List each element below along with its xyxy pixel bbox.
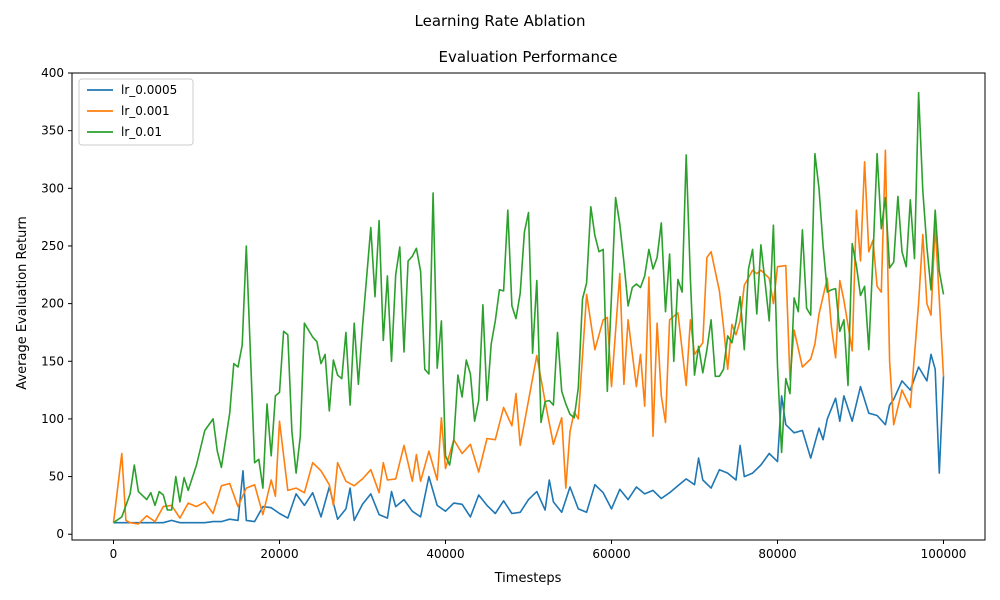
y-tick-label: 150 <box>41 354 64 368</box>
y-tick-label: 200 <box>41 297 64 311</box>
legend-label: lr_0.01 <box>121 125 162 139</box>
y-axis-label: Average Evaluation Return <box>15 216 30 389</box>
series-layer <box>112 91 945 525</box>
series-line-lr_0.01 <box>113 91 945 524</box>
axes-frame <box>71 72 986 541</box>
y-tick-label: 400 <box>41 66 64 80</box>
x-tick-label: 40000 <box>426 547 464 561</box>
y-tick-label: 0 <box>56 527 64 541</box>
x-axis-label: Timesteps <box>494 571 562 586</box>
y-tick-label: 100 <box>41 412 64 426</box>
x-tick-label: 20000 <box>260 547 298 561</box>
y-tick-label: 50 <box>49 470 64 484</box>
axes-layer: 0 20000 40000 60000 80000 100000 0 50 100 150 200 2… <box>41 66 986 561</box>
legend-label: lr_0.0005 <box>121 83 177 97</box>
series-line-lr_0.0005 <box>113 353 945 524</box>
y-tick-label: 250 <box>41 239 64 253</box>
x-tick-label: 80000 <box>758 547 796 561</box>
legend-label: lr_0.001 <box>121 104 170 118</box>
x-tick-label: 0 <box>110 547 118 561</box>
figure-suptitle: Learning Rate Ablation <box>415 12 586 30</box>
chart-title: Evaluation Performance <box>439 48 618 66</box>
x-tick-label: 100000 <box>921 547 967 561</box>
legend-box <box>78 78 194 146</box>
y-tick-label: 300 <box>41 181 64 195</box>
y-tick-label: 350 <box>41 124 64 138</box>
plot-background <box>72 73 985 540</box>
x-tick-label: 60000 <box>592 547 630 561</box>
legend: lr_0.0005 lr_0.001 lr_0.01 <box>78 78 194 146</box>
series-line-lr_0.001 <box>112 149 945 525</box>
plot-area <box>72 73 985 540</box>
